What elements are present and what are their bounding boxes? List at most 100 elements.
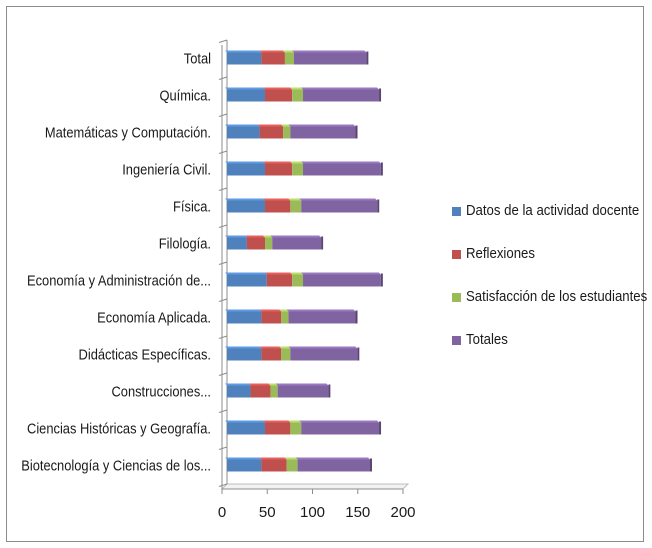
y-axis-tick — [218, 409, 228, 413]
y-axis-tick — [218, 224, 228, 228]
bar-segment — [227, 348, 262, 361]
x-tick-label: 100 — [300, 504, 325, 521]
bar-segment — [246, 237, 266, 250]
bar-segment-top — [225, 420, 266, 423]
bar-segment-top — [284, 457, 298, 460]
x-tick-label: 0 — [218, 504, 226, 521]
bar-segment — [297, 459, 370, 472]
bar-segment-top — [263, 161, 293, 164]
bar-segment-top — [259, 50, 285, 53]
bar-end-cap — [328, 384, 331, 398]
bar-end-cap — [377, 199, 380, 213]
legend-swatch — [452, 250, 461, 259]
bar-segment-top — [225, 198, 266, 201]
category-label: Construcciones... — [111, 383, 211, 400]
bar-segment-top — [299, 420, 380, 423]
x-tick-label: 50 — [259, 504, 276, 521]
bar-segment-top — [281, 124, 291, 127]
y-axis-tick — [218, 113, 228, 117]
category-label: Matemáticas y Computación. — [45, 124, 211, 141]
bar-segment-top — [263, 87, 293, 90]
x-tick-label: 150 — [345, 504, 370, 521]
bar-segment — [250, 385, 271, 398]
legend-label: Datos de la actividad docente — [466, 202, 640, 219]
bar-segment-top — [257, 124, 284, 127]
bar-segment-top — [225, 457, 262, 460]
bar-segment-top — [225, 235, 247, 238]
x-tick-label: 200 — [390, 504, 415, 521]
category-label: Didácticas Específicas. — [79, 346, 211, 363]
chart-floor — [220, 483, 410, 490]
bar-segment — [266, 274, 293, 287]
bar-segment-top — [225, 161, 266, 164]
bar-segment-top — [259, 346, 282, 349]
bar-segment — [277, 385, 329, 398]
bar-segment — [292, 274, 304, 287]
bar-segment — [303, 163, 381, 176]
bar-segment-top — [225, 383, 251, 386]
bar-segment — [292, 163, 304, 176]
bar-segment-top — [225, 346, 262, 349]
bar-segment — [290, 200, 302, 213]
bar-segment-top — [290, 161, 304, 164]
y-axis-tick — [218, 187, 228, 191]
bar-segment-top — [279, 346, 291, 349]
bar-segment — [227, 163, 266, 176]
y-axis-tick — [218, 76, 228, 80]
bar-segment-top — [275, 383, 329, 386]
y-axis-tick — [218, 483, 228, 487]
category-label: Filología. — [159, 235, 211, 252]
bar-segment — [227, 126, 260, 139]
bar-segment-top — [290, 272, 304, 275]
bar-segment — [265, 237, 273, 250]
bar-segment — [227, 385, 251, 398]
bar-segment-top — [288, 198, 302, 201]
y-axis-tick — [218, 298, 228, 302]
bar-end-cap — [379, 421, 382, 435]
bar-segment — [227, 422, 266, 435]
bar-end-cap — [355, 310, 358, 324]
bar-segment — [293, 52, 367, 65]
bar-segment — [265, 89, 293, 102]
bar-segment-top — [270, 235, 322, 238]
bar-end-cap — [357, 347, 360, 361]
bar-segment — [303, 274, 381, 287]
bar-segment — [283, 126, 291, 139]
bar-segment-top — [288, 124, 356, 127]
bar-end-cap — [366, 51, 369, 65]
legend-label: Totales — [466, 331, 508, 348]
y-axis-tick — [218, 335, 228, 339]
legend-label: Reflexiones — [466, 245, 535, 262]
bar-segment — [261, 459, 287, 472]
bar-end-cap — [321, 236, 324, 250]
bar-segment-top — [299, 198, 378, 201]
bar-segment-top — [291, 50, 367, 53]
bar-segment-top — [263, 198, 291, 201]
bar-segment-top — [301, 161, 381, 164]
bar-segment — [261, 311, 282, 324]
category-label: Total — [184, 50, 211, 67]
bar-segment-top — [225, 50, 262, 53]
y-axis-tick — [218, 39, 228, 43]
category-label: Ingeniería Civil. — [122, 161, 211, 178]
bar-segment — [261, 52, 285, 65]
bar-segment-top — [288, 346, 358, 349]
bar-segment-top — [268, 383, 278, 386]
bar-segment-top — [244, 235, 266, 238]
bar-segment-top — [295, 457, 370, 460]
legend-swatch — [452, 293, 461, 302]
bar-segment-top — [263, 420, 291, 423]
bar-segment — [288, 311, 356, 324]
y-axis-tick — [218, 372, 228, 376]
bar-segment-top — [279, 309, 289, 312]
category-label: Economía y Administración de... — [27, 272, 211, 289]
bar-segment-top — [282, 50, 294, 53]
bar-segment-top — [225, 309, 262, 312]
bar-segment — [290, 126, 356, 139]
bar-end-cap — [380, 162, 383, 176]
bar-segment — [281, 348, 291, 361]
bar-segment — [281, 311, 289, 324]
bar-segment — [227, 459, 262, 472]
bar-segment — [227, 89, 266, 102]
